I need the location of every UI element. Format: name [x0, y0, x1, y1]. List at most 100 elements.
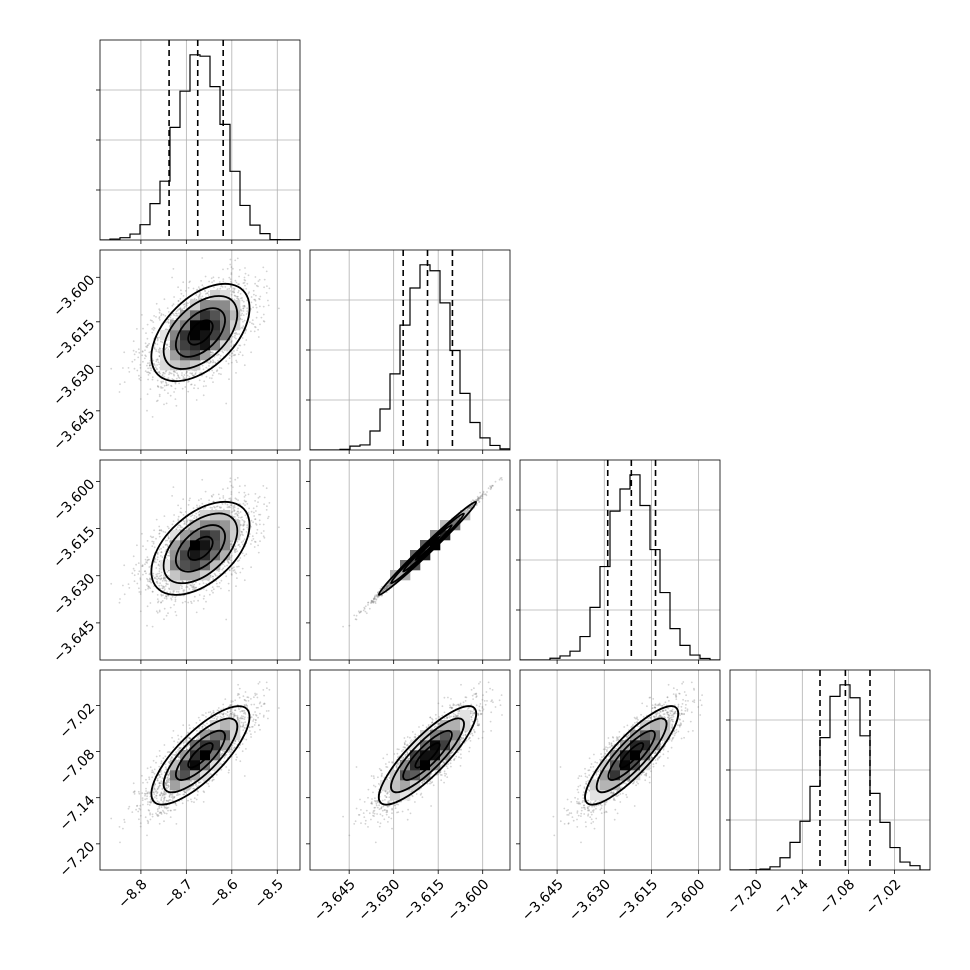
sample-point [163, 607, 166, 610]
sample-point [145, 561, 148, 563]
sample-point [177, 504, 180, 507]
sample-point [233, 354, 236, 357]
sample-point [172, 370, 175, 373]
sample-point [238, 333, 241, 335]
sample-point [197, 499, 200, 502]
sample-point [241, 299, 244, 302]
sample-point [233, 294, 236, 297]
sample-point [242, 540, 245, 542]
sample-point [235, 295, 238, 298]
sample-point [151, 416, 154, 418]
sample-point [235, 498, 238, 501]
sample-point [163, 298, 166, 301]
sample-point [141, 532, 143, 535]
sample-point [186, 520, 189, 523]
sample-point [154, 576, 156, 579]
sample-point [242, 524, 245, 527]
sample-point [278, 307, 280, 310]
sample-point [181, 585, 183, 588]
sample-point [234, 545, 237, 548]
sample-point [146, 323, 149, 326]
sample-point [236, 477, 239, 479]
sample-point [255, 294, 257, 297]
sample-point [163, 576, 165, 579]
sample-point [195, 581, 197, 584]
sample-point [181, 580, 184, 583]
sample-point [145, 332, 147, 334]
sample-point [169, 316, 172, 319]
sample-point [246, 524, 249, 527]
sample-point [208, 365, 210, 367]
sample-point [144, 370, 147, 372]
sample-point [248, 507, 251, 510]
sample-point [253, 298, 256, 301]
sample-point [178, 377, 181, 380]
sample-point [197, 514, 200, 516]
sample-point [149, 388, 152, 390]
sample-point [267, 304, 270, 307]
sample-point [230, 493, 233, 495]
sample-point [158, 336, 161, 339]
sample-point [218, 570, 220, 573]
sample-point [247, 511, 250, 514]
density-cell [230, 310, 241, 321]
sample-point [208, 593, 211, 596]
sample-point [201, 257, 204, 259]
sample-point [165, 384, 168, 386]
sample-point [204, 275, 207, 278]
sample-point [188, 588, 191, 590]
sample-point [228, 569, 231, 572]
sample-point [253, 515, 256, 517]
sample-point [174, 312, 177, 315]
sample-point [231, 352, 234, 355]
density-cell [160, 350, 171, 361]
sample-point [227, 362, 230, 365]
sample-point [164, 579, 167, 582]
sample-point [205, 385, 207, 387]
sample-point [234, 478, 237, 481]
sample-point [158, 395, 161, 398]
sample-point [165, 343, 168, 346]
sample-point [230, 341, 233, 344]
density-cell [210, 290, 221, 301]
sample-point [237, 560, 239, 563]
sample-point [229, 480, 232, 483]
sample-point [139, 593, 142, 595]
sample-point [179, 524, 181, 527]
sample-point [185, 304, 188, 307]
sample-point [185, 523, 188, 526]
density-cell [200, 310, 211, 321]
sample-point [213, 286, 215, 289]
sample-point [173, 370, 176, 373]
sample-point [167, 392, 169, 395]
sample-point [233, 291, 235, 294]
sample-point [166, 343, 169, 346]
sample-point [229, 497, 232, 500]
sample-point [177, 376, 180, 379]
density-cell [220, 330, 231, 341]
sample-point [188, 380, 190, 383]
sample-point [155, 367, 158, 370]
sample-point [182, 376, 185, 378]
sample-point [144, 588, 147, 591]
sample-point [258, 297, 260, 300]
sample-point [138, 378, 141, 380]
sample-point [148, 573, 151, 576]
sample-point [152, 329, 155, 331]
sample-point [236, 333, 239, 335]
sample-point [201, 364, 204, 367]
sample-point [146, 559, 149, 562]
sample-point [190, 373, 193, 375]
sample-point [146, 409, 148, 412]
sample-point [218, 372, 220, 375]
sample-point [220, 367, 223, 369]
sample-point [215, 582, 218, 585]
sample-point [259, 540, 261, 543]
sample-point [203, 380, 206, 383]
sample-point [207, 294, 210, 296]
sample-point [160, 577, 163, 580]
sample-point [155, 302, 158, 305]
sample-point [154, 577, 157, 580]
sample-point [185, 302, 188, 305]
sample-point [221, 350, 224, 353]
